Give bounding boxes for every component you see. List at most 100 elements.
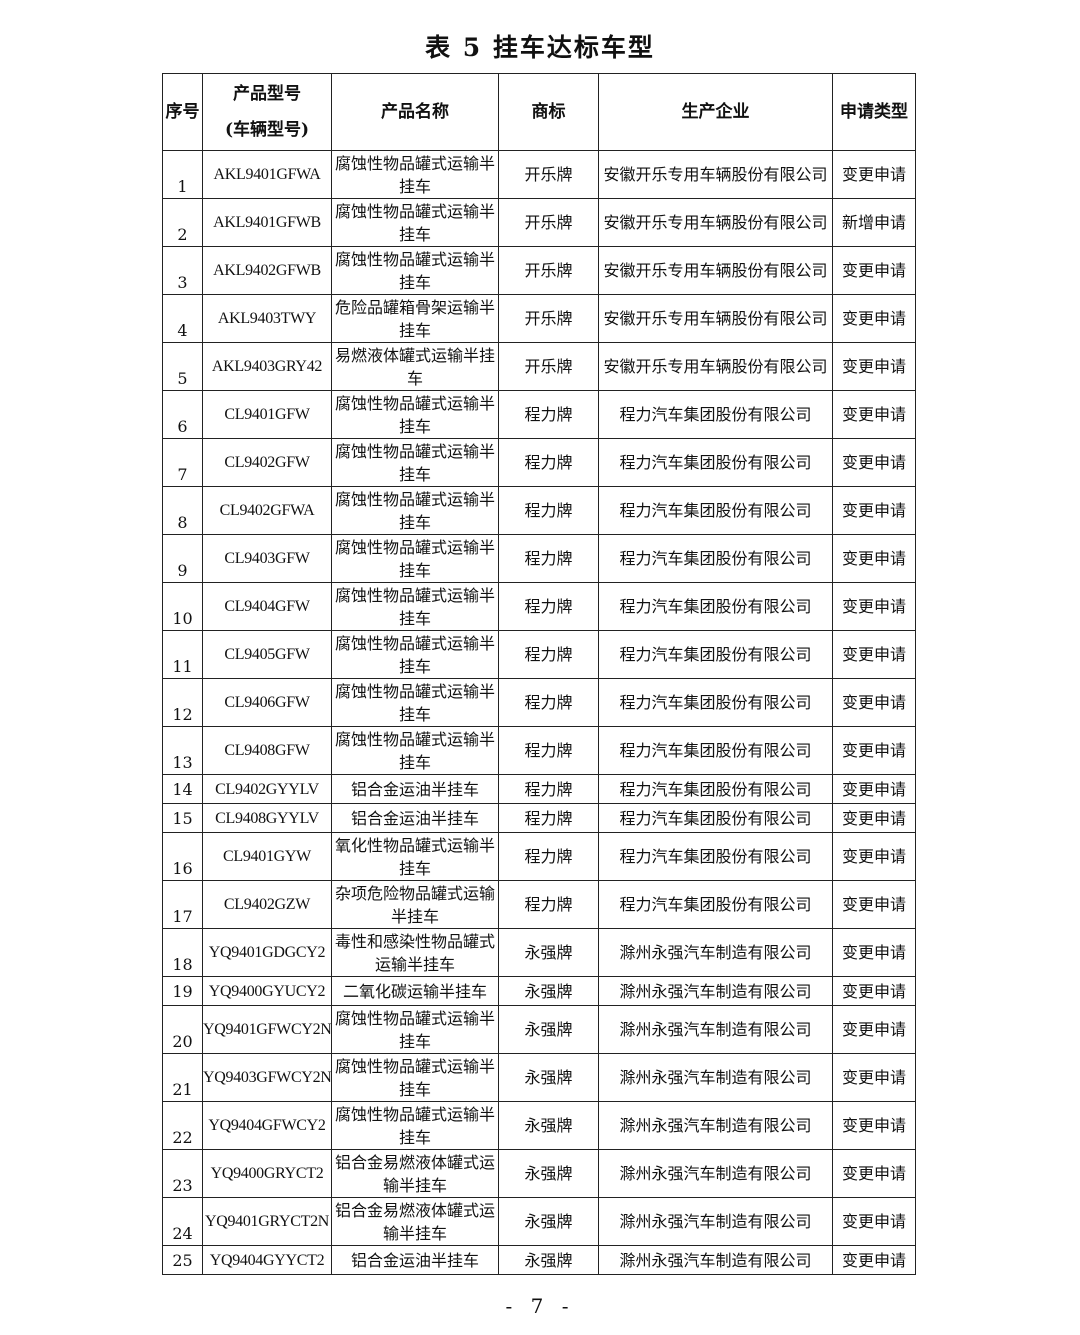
- row-product-name: 氧化性物品罐式运输半挂车: [331, 832, 499, 881]
- row-application-type: 变更申请: [832, 1197, 916, 1246]
- row-product-name: 腐蚀性物品罐式运输半挂车: [331, 582, 499, 631]
- row-model: AKL9402GFWB: [202, 246, 332, 295]
- table-row: 22 YQ9404GFWCY2 腐蚀性物品罐式运输半挂车 永强牌 滁州永强汽车制造有限公…: [162, 1101, 916, 1150]
- row-index: 13: [162, 726, 203, 775]
- row-product-name: 铝合金运油半挂车: [331, 803, 499, 833]
- row-company: 滁州永强汽车制造有限公司: [598, 928, 833, 977]
- row-application-type: 变更申请: [832, 630, 916, 679]
- row-application-type: 新增申请: [832, 198, 916, 247]
- table-row: 21 YQ9403GFWCY2N 腐蚀性物品罐式运输半挂车 永强牌 滁州永强汽车制造有限…: [162, 1053, 916, 1102]
- row-model: YQ9400GRYCT2: [202, 1149, 332, 1198]
- row-company: 安徽开乐专用车辆股份有限公司: [598, 294, 833, 343]
- table-row: 23 YQ9400GRYCT2 铝合金易燃液体罐式运输半挂车 永强牌 滁州永强汽车制造有…: [162, 1149, 916, 1198]
- table-row: 14 CL9402GYYLV 铝合金运油半挂车 程力牌 程力汽车集团股份有限公司 变更申请: [162, 774, 916, 804]
- row-application-type: 变更申请: [832, 1053, 916, 1102]
- row-brand: 开乐牌: [498, 150, 599, 199]
- header-type: 申请类型: [832, 73, 916, 151]
- row-model: CL9408GFW: [202, 726, 332, 775]
- row-application-type: 变更申请: [832, 880, 916, 929]
- header-model: 产品型号 (车辆型号): [202, 73, 332, 151]
- row-company: 程力汽车集团股份有限公司: [598, 726, 833, 775]
- row-model: CL9402GYYLV: [202, 774, 332, 804]
- row-product-name: 二氧化碳运输半挂车: [331, 976, 499, 1006]
- table-row: 20 YQ9401GFWCY2N 腐蚀性物品罐式运输半挂车 永强牌 滁州永强汽车制造有限…: [162, 1005, 916, 1054]
- row-brand: 程力牌: [498, 534, 599, 583]
- row-company: 程力汽车集团股份有限公司: [598, 630, 833, 679]
- row-product-name: 腐蚀性物品罐式运输半挂车: [331, 678, 499, 727]
- row-index: 5: [162, 342, 203, 391]
- table-row: 13 CL9408GFW 腐蚀性物品罐式运输半挂车 程力牌 程力汽车集团股份有限公司 变更…: [162, 726, 916, 775]
- row-model: CL9406GFW: [202, 678, 332, 727]
- row-index: 6: [162, 390, 203, 439]
- row-index: 20: [162, 1005, 203, 1054]
- row-brand: 永强牌: [498, 1149, 599, 1198]
- row-application-type: 变更申请: [832, 678, 916, 727]
- row-brand: 程力牌: [498, 438, 599, 487]
- header-brand: 商标: [498, 73, 599, 151]
- row-brand: 开乐牌: [498, 246, 599, 295]
- row-model: AKL9401GFWA: [202, 150, 332, 199]
- row-brand: 程力牌: [498, 774, 599, 804]
- row-company: 滁州永强汽车制造有限公司: [598, 1197, 833, 1246]
- row-brand: 开乐牌: [498, 198, 599, 247]
- table-row: 11 CL9405GFW 腐蚀性物品罐式运输半挂车 程力牌 程力汽车集团股份有限公司 变更…: [162, 630, 916, 679]
- row-application-type: 变更申请: [832, 294, 916, 343]
- row-model: CL9404GFW: [202, 582, 332, 631]
- table-row: 12 CL9406GFW 腐蚀性物品罐式运输半挂车 程力牌 程力汽车集团股份有限公司 变更…: [162, 678, 916, 727]
- row-product-name: 腐蚀性物品罐式运输半挂车: [331, 438, 499, 487]
- row-brand: 程力牌: [498, 832, 599, 881]
- table-row: 17 CL9402GZW 杂项危险物品罐式运输半挂车 程力牌 程力汽车集团股份有限公司变…: [162, 880, 916, 929]
- row-application-type: 变更申请: [832, 150, 916, 199]
- row-product-name: 危险品罐箱骨架运输半挂车: [331, 294, 499, 343]
- row-company: 程力汽车集团股份有限公司: [598, 438, 833, 487]
- row-index: 23: [162, 1149, 203, 1198]
- row-model: CL9402GZW: [202, 880, 332, 929]
- row-index: 15: [162, 803, 203, 833]
- table-row: 24 YQ9401GRYCT2N 铝合金易燃液体罐式运输半挂车 永强牌 滁州永强汽车制造…: [162, 1197, 916, 1246]
- row-index: 22: [162, 1101, 203, 1150]
- row-index: 8: [162, 486, 203, 535]
- row-application-type: 变更申请: [832, 246, 916, 295]
- row-product-name: 腐蚀性物品罐式运输半挂车: [331, 150, 499, 199]
- row-company: 滁州永强汽车制造有限公司: [598, 1053, 833, 1102]
- row-model: AKL9401GFWB: [202, 198, 332, 247]
- row-company: 滁州永强汽车制造有限公司: [598, 1149, 833, 1198]
- row-model: CL9408GYYLV: [202, 803, 332, 833]
- header-row: 序号 产品型号 (车辆型号) 产品名称 商标 生产企业 申请类型: [162, 73, 916, 151]
- header-model-line1: 产品型号: [233, 84, 301, 104]
- row-application-type: 变更申请: [832, 390, 916, 439]
- row-company: 程力汽车集团股份有限公司: [598, 880, 833, 929]
- row-product-name: 腐蚀性物品罐式运输半挂车: [331, 1053, 499, 1102]
- row-company: 程力汽车集团股份有限公司: [598, 803, 833, 833]
- row-product-name: 腐蚀性物品罐式运输半挂车: [331, 246, 499, 295]
- row-index: 12: [162, 678, 203, 727]
- row-index: 24: [162, 1197, 203, 1246]
- header-company: 生产企业: [598, 73, 833, 151]
- row-application-type: 变更申请: [832, 1101, 916, 1150]
- table-row: 16 CL9401GYW 氧化性物品罐式运输半挂车 程力牌 程力汽车集团股份有限公司 变更…: [162, 832, 916, 881]
- table-row: 3 AKL9402GFWB 腐蚀性物品罐式运输半挂车 开乐牌 安徽开乐专用车辆股份有限公…: [162, 246, 916, 295]
- row-model: AKL9403TWY: [202, 294, 332, 343]
- row-application-type: 变更申请: [832, 774, 916, 804]
- row-application-type: 变更申请: [832, 832, 916, 881]
- row-company: 程力汽车集团股份有限公司: [598, 678, 833, 727]
- row-application-type: 变更申请: [832, 486, 916, 535]
- row-company: 安徽开乐专用车辆股份有限公司: [598, 198, 833, 247]
- row-brand: 程力牌: [498, 678, 599, 727]
- table-row: 18 YQ9401GDGCY2 毒性和感染性物品罐式运输半挂车 永强牌 滁州永强汽车制造…: [162, 928, 916, 977]
- row-model: CL9403GFW: [202, 534, 332, 583]
- row-index: 16: [162, 832, 203, 881]
- row-product-name: 腐蚀性物品罐式运输半挂车: [331, 1101, 499, 1150]
- row-index: 25: [162, 1245, 203, 1275]
- row-model: CL9405GFW: [202, 630, 332, 679]
- table-row: 6 CL9401GFW 腐蚀性物品罐式运输半挂车 程力牌 程力汽车集团股份有限公司 变更申…: [162, 390, 916, 439]
- row-model: YQ9401GDGCY2: [202, 928, 332, 977]
- row-product-name: 铝合金运油半挂车: [331, 1245, 499, 1275]
- header-model-line2: (车辆型号): [224, 120, 310, 140]
- row-index: 18: [162, 928, 203, 977]
- page-number: - 7 -: [505, 1294, 575, 1318]
- table-row: 1 AKL9401GFWA 腐蚀性物品罐式运输半挂车 开乐牌 安徽开乐专用车辆股份有限公…: [162, 150, 916, 199]
- table-body: 1 AKL9401GFWA 腐蚀性物品罐式运输半挂车 开乐牌 安徽开乐专用车辆股份有限公…: [162, 150, 916, 1275]
- row-company: 程力汽车集团股份有限公司: [598, 832, 833, 881]
- row-index: 17: [162, 880, 203, 929]
